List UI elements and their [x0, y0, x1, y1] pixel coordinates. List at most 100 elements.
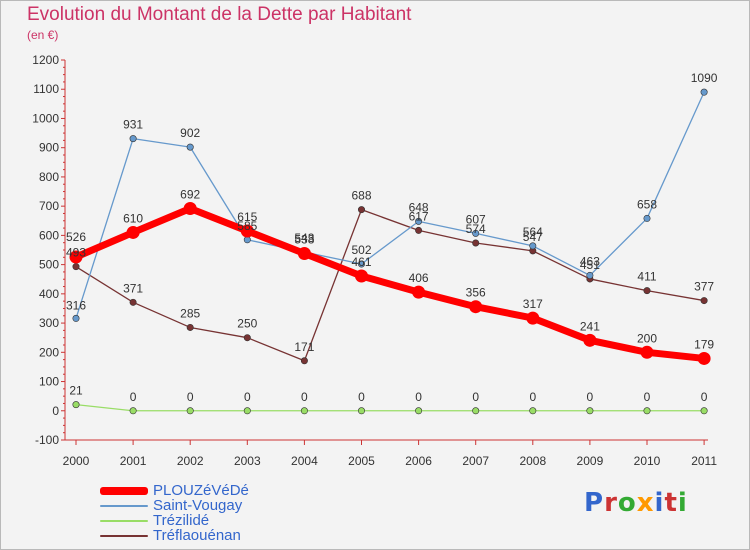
legend-swatch-plouzevede [100, 487, 148, 496]
chart-legend: PLOUZéVéDé Saint-Vougay Trézilidé Tréfla… [100, 483, 249, 543]
legend-label-treflaouenan: Tréflaouénan [153, 527, 241, 544]
data-label: 615 [237, 210, 257, 224]
data-point [183, 201, 197, 215]
data-point [129, 298, 137, 306]
y-tick-label: 1200 [32, 53, 59, 67]
data-label: 200 [637, 331, 657, 345]
data-point [415, 217, 423, 225]
data-point [640, 345, 654, 359]
legend-swatch-saint-vougay [100, 505, 148, 508]
y-tick-label: 500 [39, 258, 59, 272]
y-tick-label: 300 [39, 316, 59, 330]
data-label: 0 [301, 390, 308, 404]
x-tick-label: 2008 [519, 454, 546, 468]
series-line-2 [75, 403, 705, 412]
data-label: 543 [294, 231, 314, 245]
y-tick-label: 900 [39, 141, 59, 155]
legend-item-treflaouenan: Tréflaouénan [100, 528, 249, 543]
logo-letter: x [636, 488, 655, 518]
data-point [240, 224, 254, 238]
data-label: 0 [130, 390, 137, 404]
data-label: 607 [466, 212, 486, 226]
data-point [357, 407, 365, 415]
series-line-1 [75, 91, 705, 320]
data-label: 377 [694, 280, 714, 294]
data-label: 931 [123, 118, 143, 132]
x-tick-label: 2009 [577, 454, 604, 468]
data-point [129, 407, 137, 415]
data-point [300, 357, 308, 365]
data-label: 610 [123, 211, 143, 225]
data-label: 179 [694, 337, 714, 351]
legend-label-saint-vougay: Saint-Vougay [153, 497, 243, 514]
data-label: 461 [351, 255, 371, 269]
data-label: 0 [244, 390, 251, 404]
data-label: 0 [587, 390, 594, 404]
y-tick-label: 0 [52, 404, 59, 418]
data-point [243, 334, 251, 342]
data-point [72, 263, 80, 271]
data-point [526, 311, 540, 325]
legend-item-trezilide: Trézilidé [100, 513, 249, 528]
data-point [243, 407, 251, 415]
x-tick-label: 2005 [348, 454, 375, 468]
data-label: 538 [294, 233, 314, 247]
data-point [643, 214, 651, 222]
y-tick-label: 700 [39, 199, 59, 213]
data-point [69, 250, 83, 264]
data-point [583, 333, 597, 347]
data-label: 688 [351, 189, 371, 203]
data-label: 241 [580, 319, 600, 333]
x-tick-label: 2000 [63, 454, 90, 468]
y-tick-label: -100 [35, 433, 59, 447]
data-label: 0 [415, 390, 422, 404]
legend-swatch-trezilide [100, 520, 148, 523]
x-tick-label: 2011 [691, 454, 717, 468]
x-tick-label: 2010 [634, 454, 661, 468]
data-label: 648 [409, 200, 429, 214]
data-label: 502 [351, 243, 371, 257]
data-label: 0 [472, 390, 479, 404]
data-point [700, 88, 708, 96]
data-label: 411 [637, 270, 656, 284]
data-point [300, 407, 308, 415]
data-label: 493 [66, 246, 86, 260]
legend-item-plouzevede: PLOUZéVéDé [100, 483, 249, 498]
data-point [357, 260, 365, 268]
logo-letter: o [617, 488, 637, 518]
data-point [186, 407, 194, 415]
data-label: 0 [701, 390, 708, 404]
data-label: 250 [237, 317, 257, 331]
data-point [129, 135, 137, 143]
x-tick-label: 2004 [291, 454, 318, 468]
data-label: 171 [294, 340, 314, 354]
data-point [72, 314, 80, 322]
data-label: 406 [409, 271, 429, 285]
data-point [186, 143, 194, 151]
proxiti-logo: Proxiti [584, 488, 688, 518]
series-line-0 [72, 204, 708, 362]
data-label: 285 [180, 306, 200, 320]
data-label: 574 [466, 222, 486, 236]
data-label: 617 [409, 209, 429, 223]
data-point [700, 297, 708, 305]
data-point [529, 407, 537, 415]
data-label: 585 [237, 219, 257, 233]
y-tick-label: 100 [39, 375, 59, 389]
legend-item-saint-vougay: Saint-Vougay [100, 498, 249, 513]
logo-letter: i [677, 488, 688, 518]
data-label: 316 [66, 298, 86, 312]
data-label: 0 [187, 390, 194, 404]
series-line-3 [75, 209, 705, 362]
legend-label-plouzevede: PLOUZéVéDé [153, 482, 249, 499]
y-tick-label: 800 [39, 170, 59, 184]
data-point [415, 226, 423, 234]
data-label: 547 [523, 230, 543, 244]
x-tick-label: 2001 [120, 454, 147, 468]
legend-label-trezilide: Trézilidé [153, 512, 210, 529]
y-tick-label: 1000 [32, 111, 59, 125]
data-label: 658 [637, 197, 657, 211]
data-point [700, 407, 708, 415]
data-point [643, 407, 651, 415]
